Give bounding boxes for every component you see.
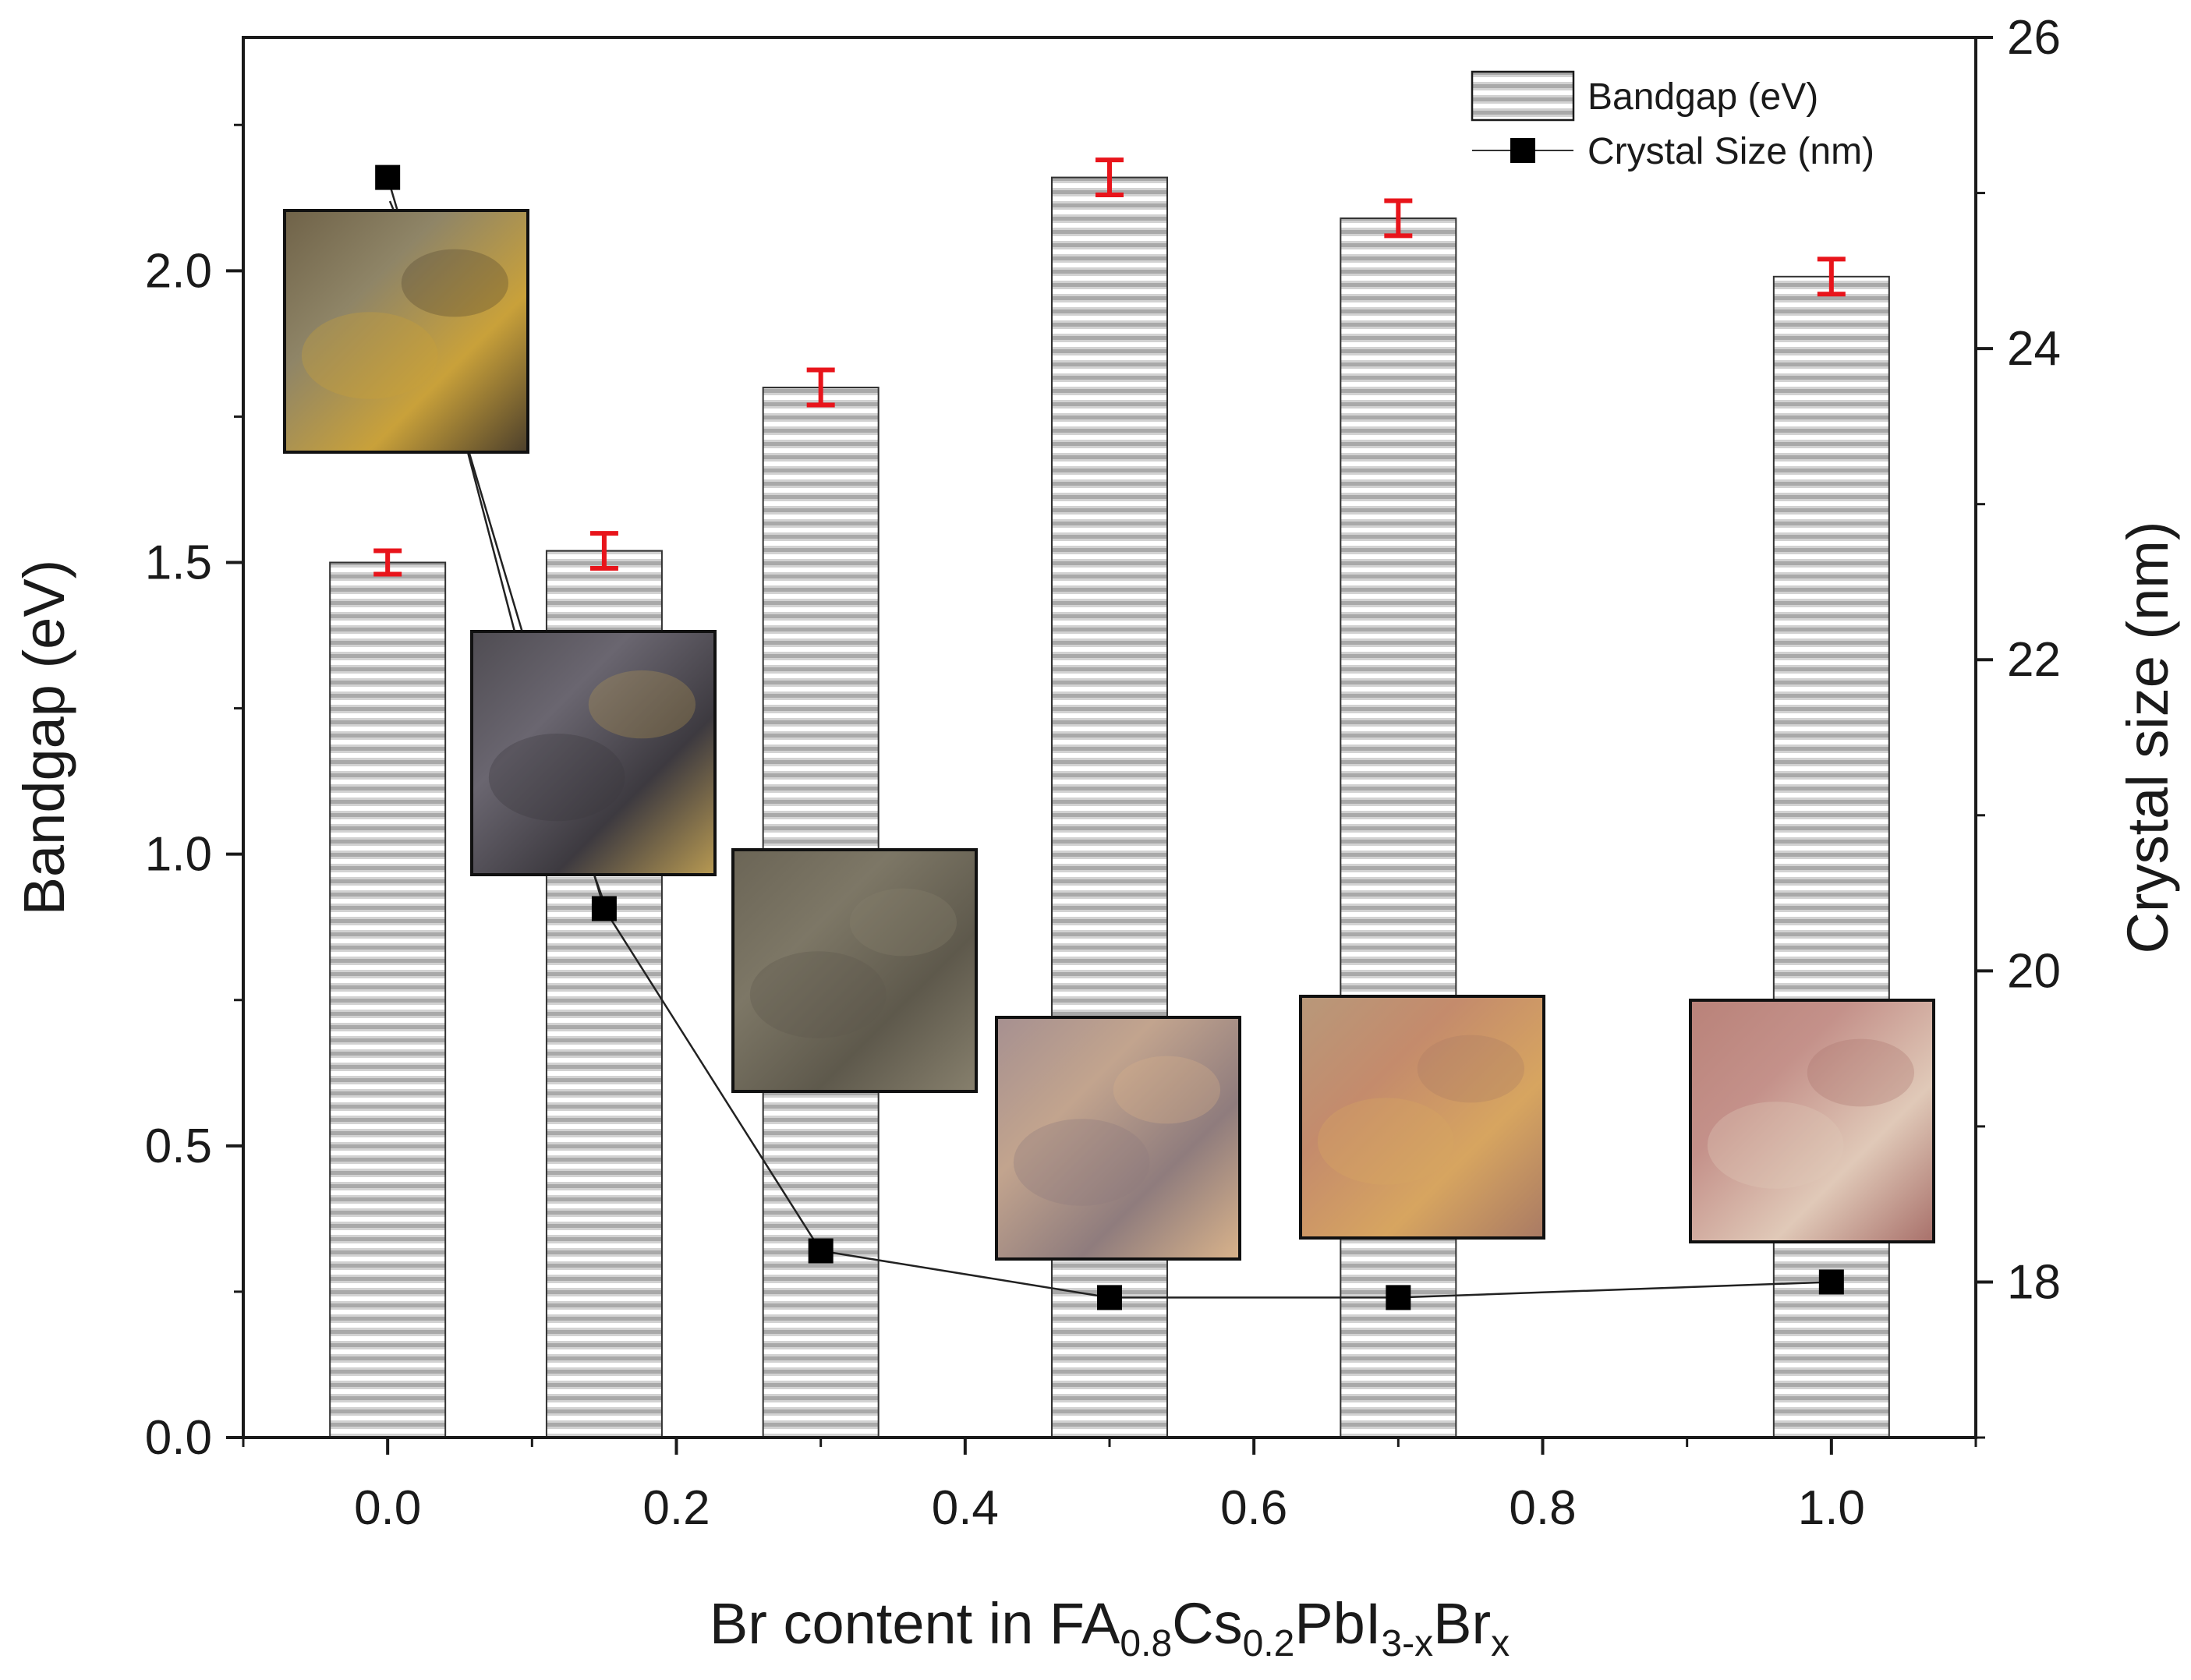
x-axis-title-subscript: 0.8 — [1120, 1623, 1172, 1664]
bandgap-bar — [1772, 275, 1890, 1439]
crystal-size-point — [1097, 1285, 1122, 1310]
x-axis-title-subscript: 0.2 — [1243, 1623, 1295, 1664]
x-axis-title: Br content in FA0.8Cs0.2PbI3-xBrx — [710, 1591, 1510, 1664]
error-bar — [806, 367, 835, 408]
x-axis-title-subscript: x — [1491, 1623, 1510, 1664]
right-tick-label: 24 — [2007, 322, 2061, 376]
left-tick-label: 1.5 — [145, 536, 212, 590]
x10-sample-photo — [1689, 999, 1935, 1243]
x07-sample-photo — [1299, 995, 1545, 1240]
x0-sample-photo — [283, 209, 529, 454]
error-bar — [589, 531, 618, 571]
sample-photo-insets — [283, 209, 1935, 1261]
error-bar — [1096, 157, 1124, 198]
x-tick-label: 0.6 — [1220, 1481, 1287, 1535]
x-tick-label: 0.0 — [354, 1481, 421, 1535]
left-tick-label: 2.0 — [145, 244, 212, 298]
legend: Bandgap (eV) Crystal Size (nm) — [1471, 70, 1874, 172]
x03-sample-photo — [731, 848, 978, 1093]
x-tick-label: 0.4 — [932, 1481, 999, 1535]
x-tick-label: 0.8 — [1509, 1481, 1576, 1535]
left-tick-label: 0.5 — [145, 1119, 212, 1173]
legend-crystal-marker — [1510, 138, 1535, 163]
bandgap-bar — [329, 561, 447, 1438]
bandgap-error-bars — [373, 157, 1846, 577]
error-bar — [373, 548, 402, 577]
x-axis-title-text: Br content in FA — [710, 1591, 1120, 1656]
crystal-size-point — [808, 1238, 834, 1264]
left-y-axis: 0.0 0.5 1.0 1.5 2.0 — [145, 123, 243, 1465]
x-axis-title-text: Br — [1433, 1591, 1491, 1656]
right-tick-label: 20 — [2007, 944, 2061, 998]
x-axis: 0.0 0.2 0.4 0.6 0.8 1.0 — [242, 1438, 1977, 1535]
right-axis-title: Crystal size (nm) — [2115, 521, 2180, 953]
legend-crystal-label: Crystal Size (nm) — [1588, 131, 1874, 172]
crystal-size-point — [375, 164, 401, 190]
right-tick-label: 22 — [2007, 633, 2061, 687]
x05-sample-photo — [995, 1016, 1241, 1261]
legend-bandgap-label: Bandgap (eV) — [1588, 76, 1818, 118]
right-tick-label: 18 — [2007, 1255, 2061, 1309]
legend-bandgap-swatch — [1471, 70, 1575, 122]
crystal-size-point — [1818, 1269, 1844, 1295]
left-tick-label: 1.0 — [145, 828, 212, 882]
right-tick-label: 26 — [2007, 11, 2061, 65]
x-tick-label: 0.2 — [642, 1481, 710, 1535]
inset-connector — [466, 451, 516, 632]
x-tick-label: 1.0 — [1798, 1481, 1865, 1535]
x015-sample-photo — [470, 630, 717, 876]
left-tick-label: 0.0 — [145, 1411, 212, 1465]
error-bar — [1384, 198, 1413, 239]
x-axis-title-text: Cs — [1172, 1591, 1242, 1656]
crystal-size-point — [1386, 1285, 1411, 1310]
left-axis-title: Bandgap (eV) — [12, 560, 76, 916]
bandgap-bar — [1340, 217, 1457, 1439]
error-bar — [1817, 256, 1846, 297]
crystal-size-point — [591, 896, 617, 921]
x-axis-title-text: PbI — [1294, 1591, 1381, 1656]
right-y-axis: 18 20 22 24 26 — [1976, 11, 2061, 1439]
x-axis-title-subscript: 3-x — [1381, 1623, 1433, 1664]
